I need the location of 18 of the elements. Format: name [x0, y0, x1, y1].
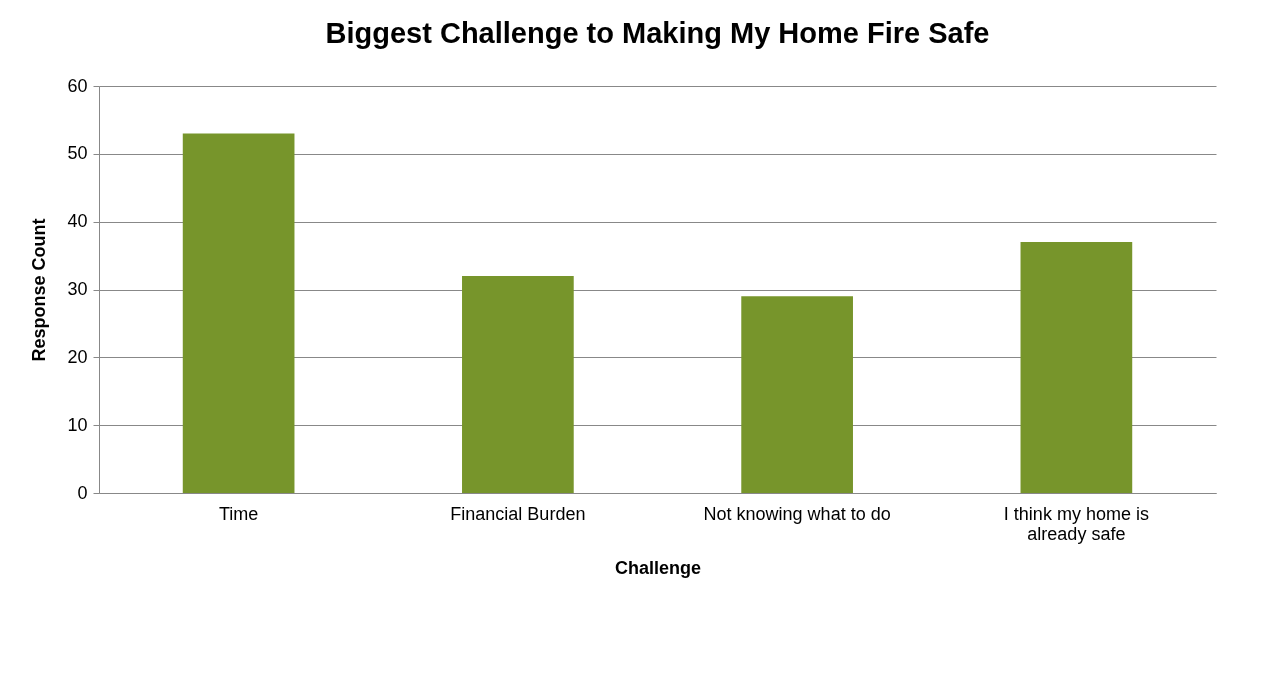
bar [1020, 242, 1133, 493]
bar [462, 275, 574, 493]
x-axis-title: Challenge [614, 557, 702, 578]
chart-title: Biggest Challenge to Making My Home Fire Safe [325, 17, 990, 49]
y-tick-label: 30 [67, 279, 88, 299]
y-tick-label: 50 [67, 143, 88, 164]
y-tick-label: 10 [67, 414, 88, 435]
y-tick-label: 20 [67, 346, 88, 367]
x-tick-label: Not knowing what to do [703, 503, 891, 524]
bar [182, 133, 295, 493]
y-tick-label: 60 [67, 75, 88, 96]
bar [741, 296, 853, 493]
x-tick-label: Time [218, 503, 259, 524]
x-tick-label: Financial Burden [450, 503, 586, 524]
y-tick-label: 0 [77, 482, 88, 503]
x-tick-label: I think my home is already safe [1003, 503, 1149, 544]
y-axis-title: Response Count [29, 218, 50, 362]
y-tick-label: 40 [67, 211, 88, 232]
